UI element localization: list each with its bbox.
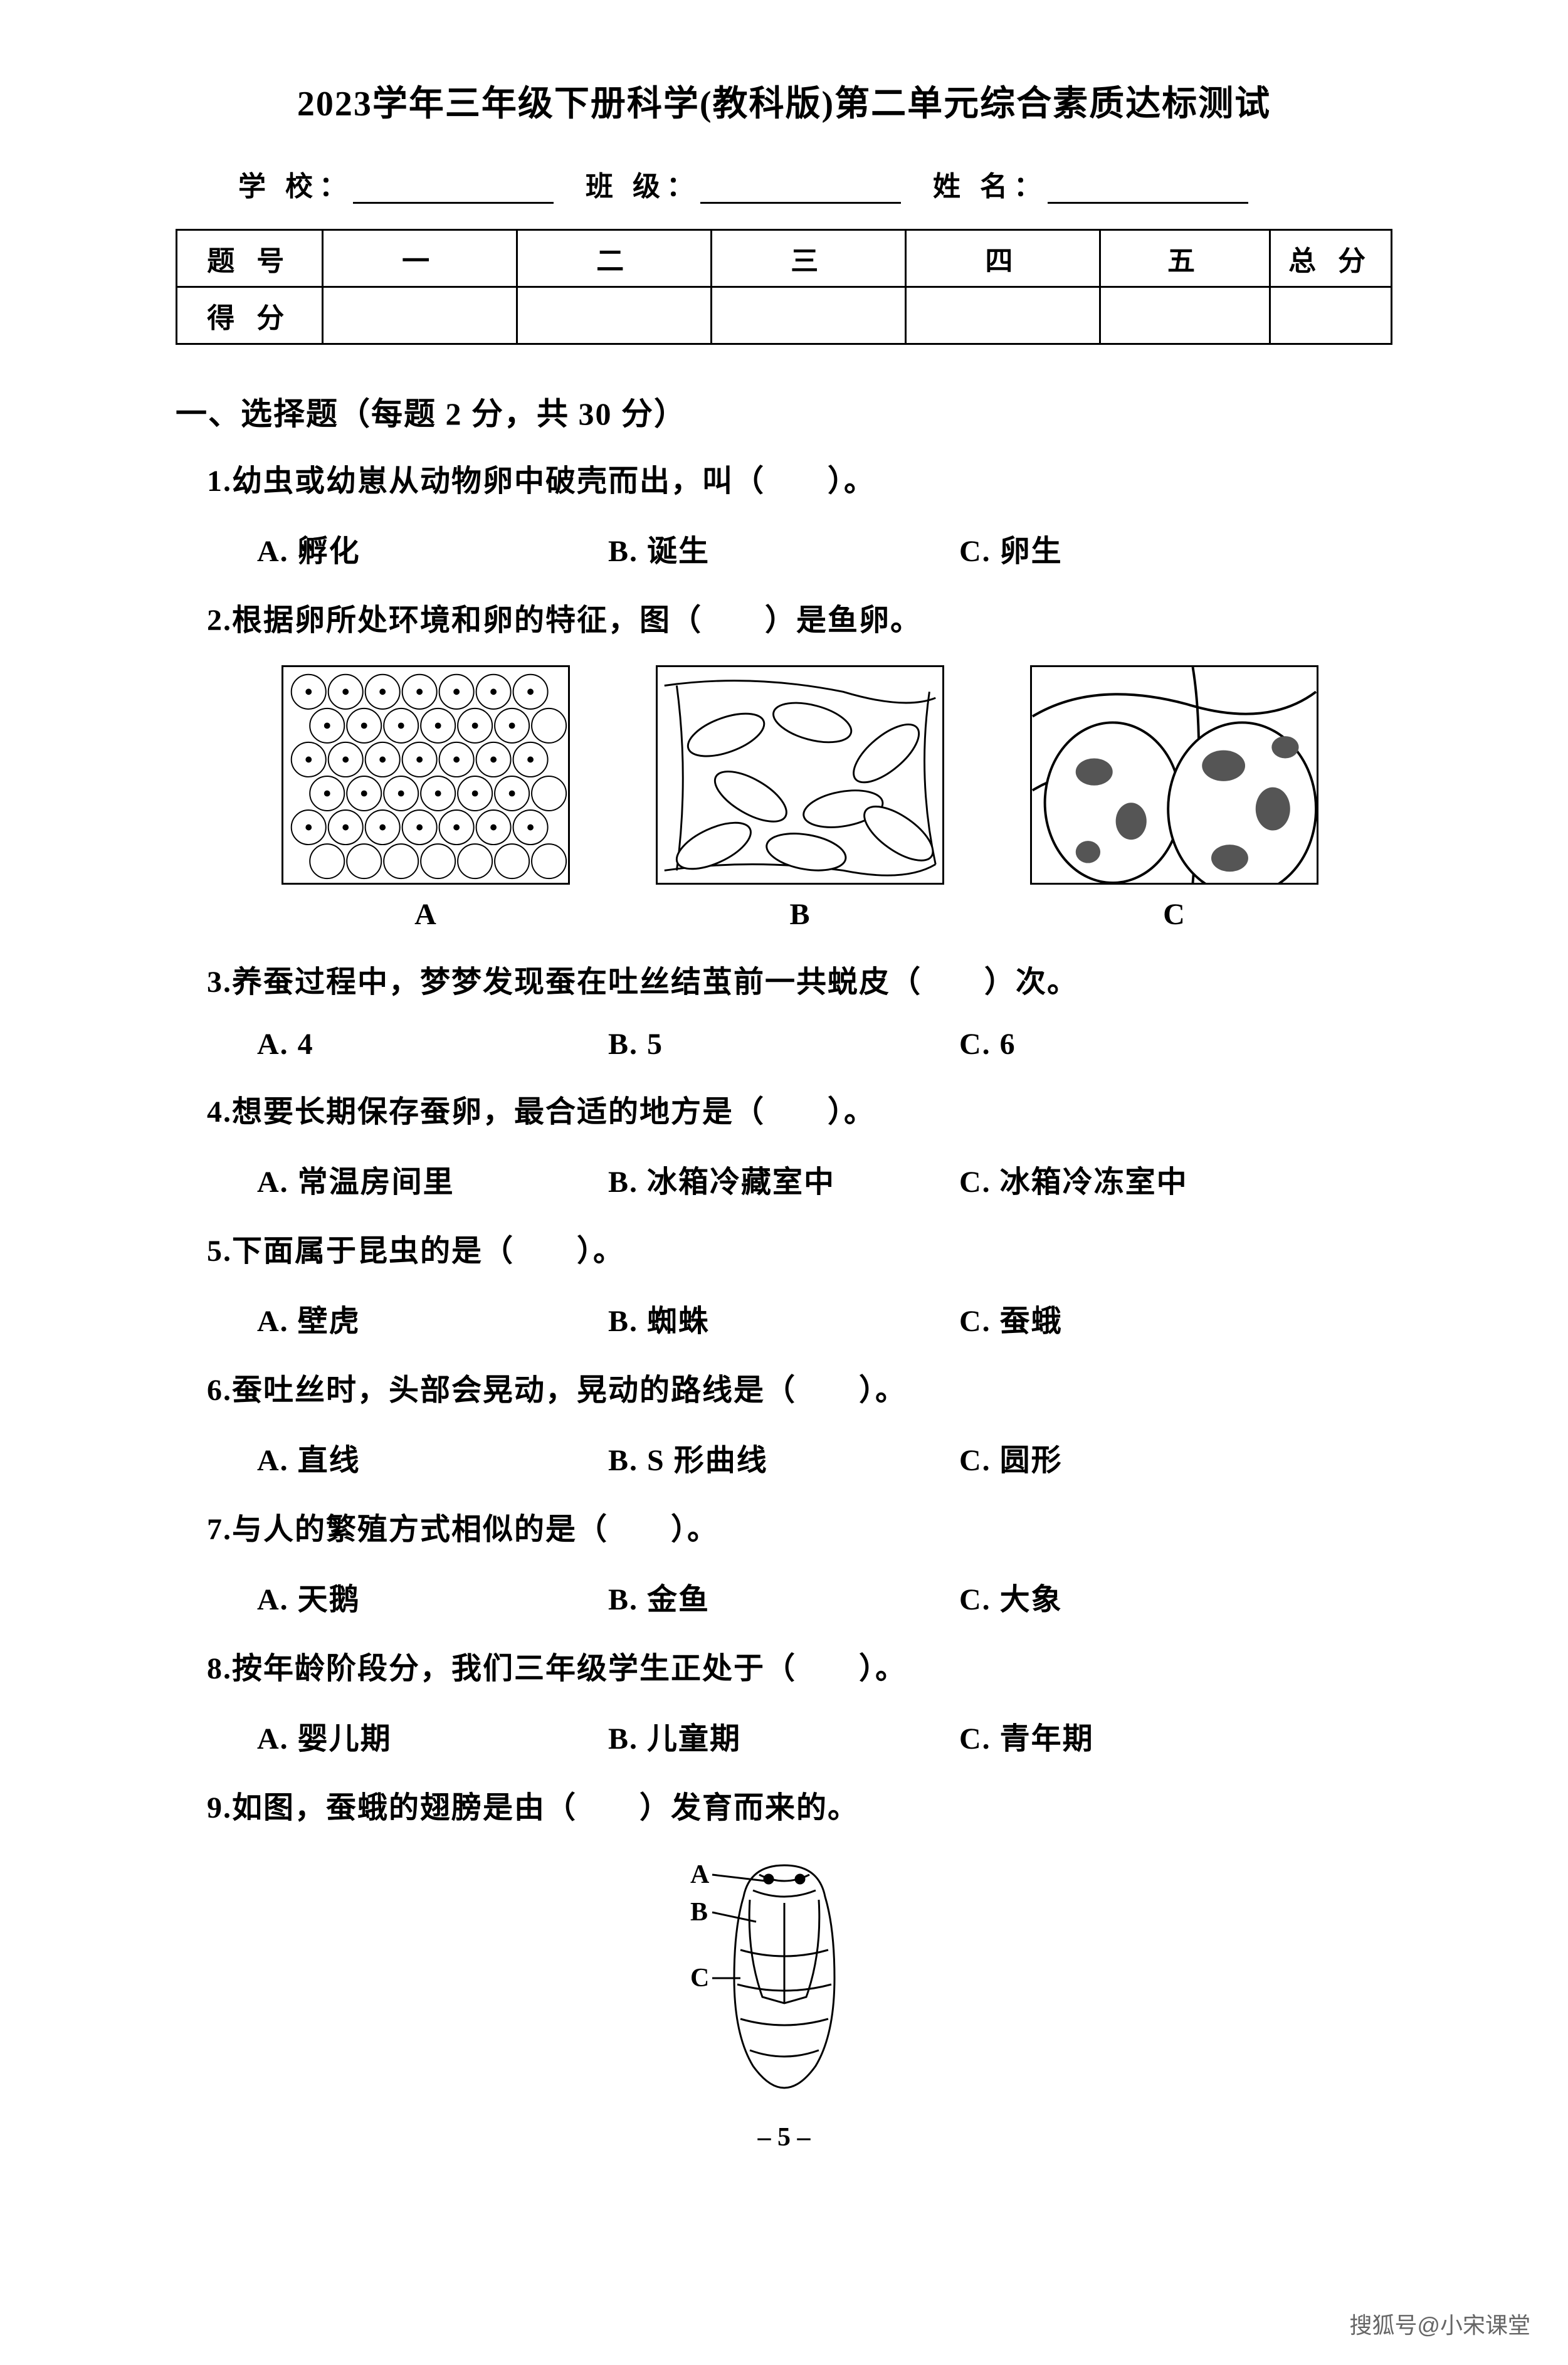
image-label-a: A: [282, 897, 570, 932]
options-row: A. 婴儿期 B. 儿童期 C. 青年期: [257, 1714, 1392, 1757]
student-info-line: 学 校： 班 级： 姓 名：: [176, 164, 1392, 204]
option-c: C. 6: [959, 1027, 1016, 1061]
question-text: 按年龄阶段分，我们三年级学生正处于（ ）。: [232, 1652, 907, 1685]
pupa-label-c: C: [690, 1964, 709, 1993]
option-a: A. 天鹅: [257, 1574, 608, 1618]
question-3: 3.养蚕过程中，梦梦发现蚕在吐丝结茧前一共蜕皮（ ）次。: [207, 960, 1392, 1005]
option-c: C. 蚕蛾: [959, 1296, 1063, 1340]
option-a: A. 4: [257, 1027, 608, 1061]
question-text: 想要长期保存蚕卵，最合适的地方是（ ）。: [232, 1095, 875, 1129]
egg-image-a: [282, 665, 570, 885]
option-a: A. 壁虎: [257, 1296, 608, 1340]
pupa-label-b: B: [690, 1898, 708, 1927]
option-b: B. 5: [608, 1027, 959, 1061]
question-7: 7.与人的繁殖方式相似的是（ ）。: [207, 1507, 1392, 1552]
question-text: 下面属于昆虫的是（ ）。: [232, 1235, 624, 1268]
question-text: 如图，蚕蛾的翅膀是由（ ）发育而来的。: [232, 1791, 859, 1825]
option-b: B. 诞生: [608, 526, 959, 570]
school-label: 学 校：: [238, 171, 353, 202]
question-number: 5.: [207, 1235, 232, 1268]
section-header: 一、选择题（每题 2 分，共 30 分）: [176, 389, 1392, 434]
option-a: A. 孵化: [257, 526, 608, 570]
header-cell: 五: [1100, 230, 1270, 287]
egg-image-b: [656, 665, 944, 885]
option-c: C. 冰箱冷冻室中: [959, 1157, 1188, 1201]
header-cell: 总 分: [1270, 230, 1392, 287]
question-5: 5.下面属于昆虫的是（ ）。: [207, 1229, 1392, 1274]
option-a: A. 常温房间里: [257, 1157, 608, 1201]
class-blank[interactable]: [700, 179, 901, 204]
option-a: A. 直线: [257, 1435, 608, 1479]
option-b: B. 儿童期: [608, 1714, 959, 1757]
watermark: 搜狐号@小宋课堂: [1349, 2307, 1530, 2340]
name-blank[interactable]: [1048, 179, 1248, 204]
question-number: 3.: [207, 966, 232, 999]
exam-title: 2023学年三年级下册科学(教科版)第二单元综合素质达标测试: [176, 75, 1392, 126]
egg-image-c: [1030, 665, 1318, 885]
question-number: 7.: [207, 1513, 232, 1546]
option-b: B. 金鱼: [608, 1574, 959, 1618]
header-cell: 一: [322, 230, 517, 287]
question-9: 9.如图，蚕蛾的翅膀是由（ ）发育而来的。: [207, 1786, 1392, 1831]
header-cell: 二: [517, 230, 711, 287]
table-row: 题 号 一 二 三 四 五 总 分: [177, 230, 1392, 287]
image-label-c: C: [1030, 897, 1318, 932]
question-8: 8.按年龄阶段分，我们三年级学生正处于（ ）。: [207, 1646, 1392, 1692]
image-label-b: B: [656, 897, 944, 932]
options-row: A. 天鹅 B. 金鱼 C. 大象: [257, 1574, 1392, 1618]
option-c: C. 大象: [959, 1574, 1063, 1618]
question-text: 养蚕过程中，梦梦发现蚕在吐丝结茧前一共蜕皮（ ）次。: [232, 966, 1078, 999]
header-cell: 三: [711, 230, 905, 287]
option-a: A. 婴儿期: [257, 1714, 608, 1757]
options-row: A. 常温房间里 B. 冰箱冷藏室中 C. 冰箱冷冻室中: [257, 1157, 1392, 1201]
question-number: 8.: [207, 1652, 232, 1685]
question-text: 根据卵所处环境和卵的特征，图（ ）是鱼卵。: [232, 604, 922, 637]
header-cell: 题 号: [177, 230, 323, 287]
score-cell[interactable]: [711, 287, 905, 344]
pupa-label-a: A: [690, 1860, 710, 1889]
option-b: B. 冰箱冷藏室中: [608, 1157, 959, 1201]
page-number: – 5 –: [176, 2122, 1392, 2152]
option-b: B. 蜘蛛: [608, 1296, 959, 1340]
score-cell[interactable]: [1100, 287, 1270, 344]
score-cell[interactable]: [517, 287, 711, 344]
question-number: 1.: [207, 465, 232, 498]
options-row: A. 直线 B. S 形曲线 C. 圆形: [257, 1435, 1392, 1479]
name-label: 姓 名：: [933, 171, 1048, 202]
options-row: A. 4 B. 5 C. 6: [257, 1027, 1392, 1061]
option-c: C. 卵生: [959, 526, 1063, 570]
table-row: 得 分: [177, 287, 1392, 344]
class-label: 班 级：: [586, 171, 700, 202]
question-number: 2.: [207, 604, 232, 637]
image-row: [238, 665, 1361, 885]
question-2: 2.根据卵所处环境和卵的特征，图（ ）是鱼卵。: [207, 598, 1392, 643]
score-table: 题 号 一 二 三 四 五 总 分 得 分: [176, 229, 1392, 345]
question-text: 与人的繁殖方式相似的是（ ）。: [232, 1513, 718, 1546]
question-number: 6.: [207, 1374, 232, 1407]
question-text: 幼虫或幼崽从动物卵中破壳而出，叫（ ）。: [232, 465, 875, 498]
image-labels: A B C: [238, 897, 1361, 932]
question-number: 9.: [207, 1791, 232, 1825]
option-c: C. 青年期: [959, 1714, 1094, 1757]
question-1: 1.幼虫或幼崽从动物卵中破壳而出，叫（ ）。: [207, 459, 1392, 504]
option-b: B. S 形曲线: [608, 1435, 959, 1479]
score-cell[interactable]: [905, 287, 1100, 344]
question-6: 6.蚕吐丝时，头部会晃动，晃动的路线是（ ）。: [207, 1368, 1392, 1413]
header-cell: 四: [905, 230, 1100, 287]
question-text: 蚕吐丝时，头部会晃动，晃动的路线是（ ）。: [232, 1374, 907, 1407]
school-blank[interactable]: [353, 179, 554, 204]
option-c: C. 圆形: [959, 1435, 1063, 1479]
question-number: 4.: [207, 1095, 232, 1129]
question-4: 4.想要长期保存蚕卵，最合适的地方是（ ）。: [207, 1090, 1392, 1135]
score-cell[interactable]: [322, 287, 517, 344]
score-label-cell: 得 分: [177, 287, 323, 344]
score-cell[interactable]: [1270, 287, 1392, 344]
options-row: A. 孵化 B. 诞生 C. 卵生: [257, 526, 1392, 570]
pupa-diagram: A B C: [176, 1853, 1392, 2091]
options-row: A. 壁虎 B. 蜘蛛 C. 蚕蛾: [257, 1296, 1392, 1340]
